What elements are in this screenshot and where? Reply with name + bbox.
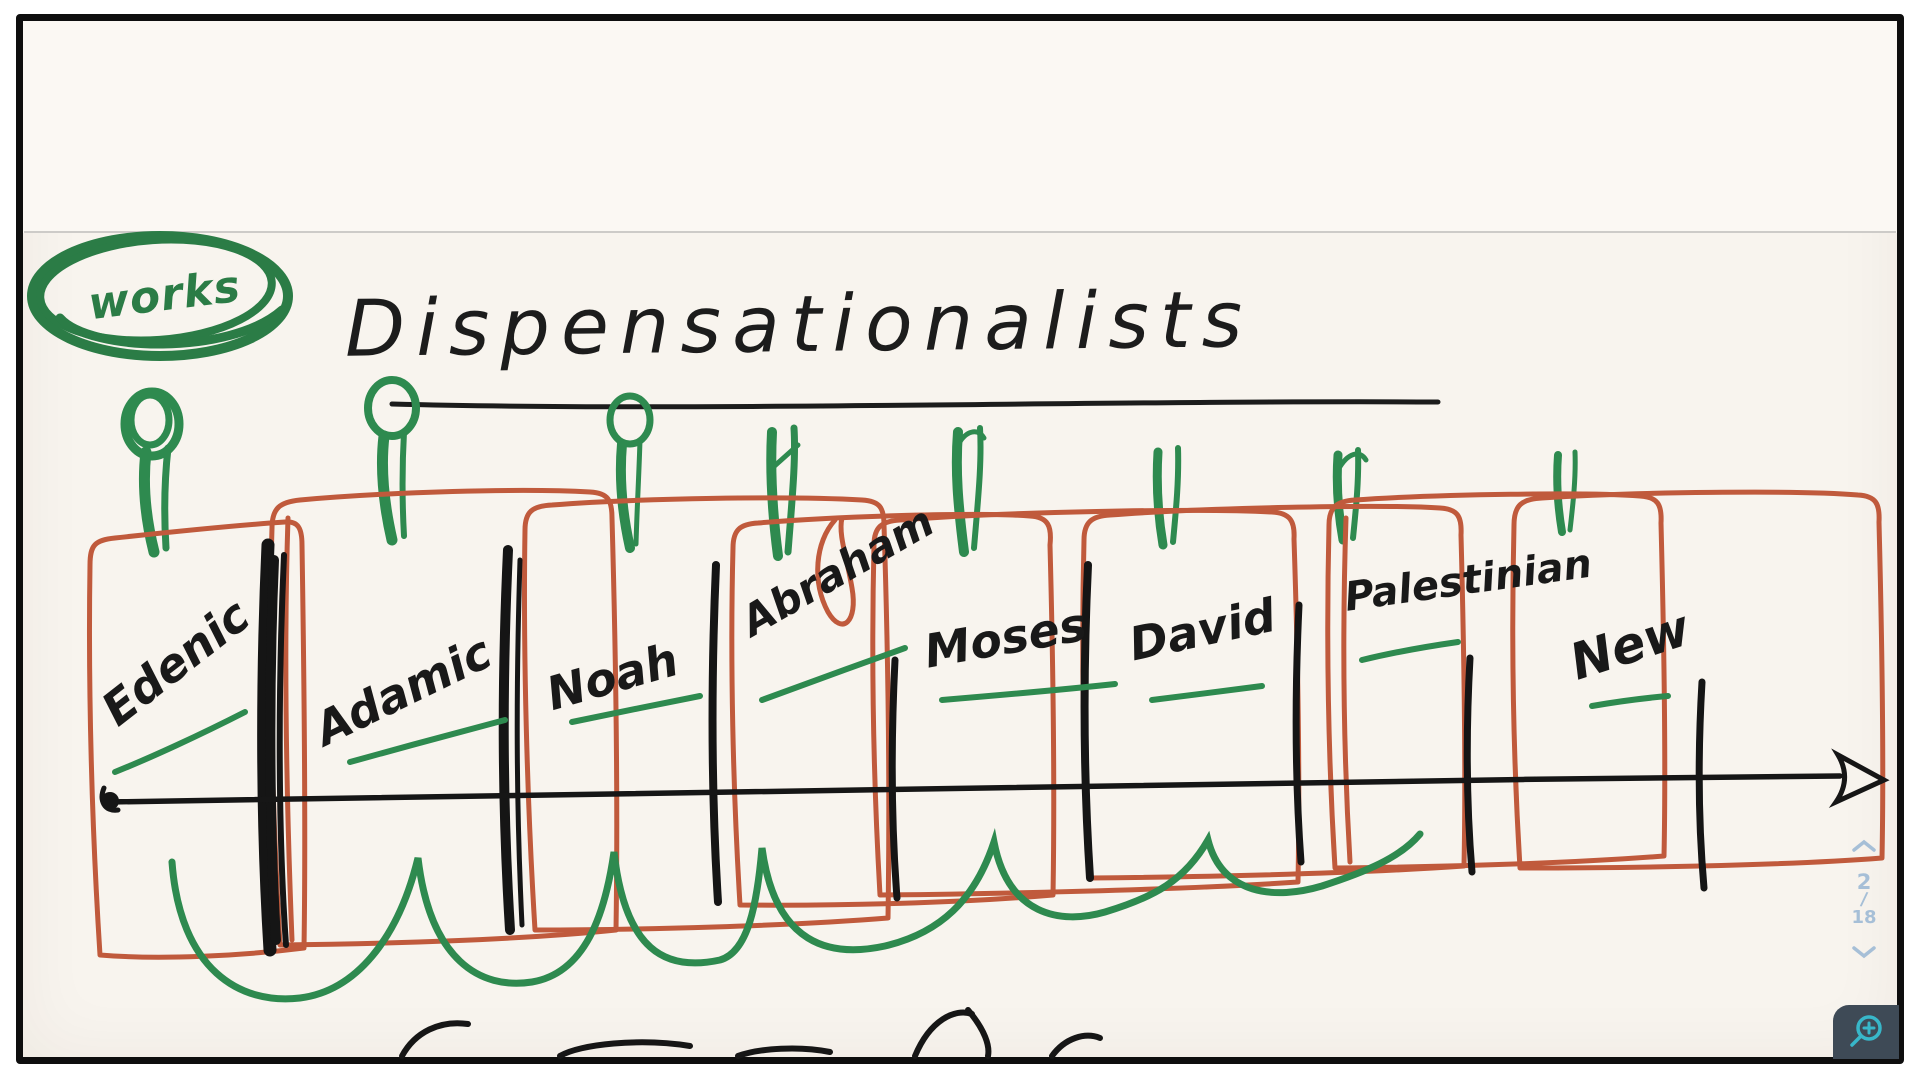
- arrowhead-icon: [1828, 748, 1890, 809]
- pin-icon: [120, 387, 184, 558]
- magnifier-plus-icon: [1850, 1015, 1882, 1047]
- title-underline: [389, 399, 1441, 410]
- dispensation-card: [870, 507, 1302, 898]
- pin-icon: [766, 424, 801, 561]
- scallop-arcs: [168, 828, 1424, 1003]
- dispensation-card: [283, 515, 295, 943]
- page-header-band: [23, 21, 1897, 233]
- pin-icon: [951, 425, 987, 557]
- zoom-tool-button[interactable]: [1833, 1005, 1899, 1059]
- page-title: Dispensationalists: [344, 275, 1254, 375]
- dispensation-card: [1341, 515, 1353, 865]
- pin-icon: [606, 392, 654, 553]
- pins-row: [120, 376, 1578, 561]
- circle-scribble-icon: [27, 231, 293, 361]
- timeline-arrow: [99, 748, 1890, 813]
- dispensation-card: [521, 495, 892, 933]
- divider-strokes: [257, 538, 1708, 957]
- label-underlines: [112, 639, 1671, 775]
- page-navigator: 2 / 18: [1838, 838, 1890, 964]
- pin-icon: [1332, 447, 1369, 545]
- page-up-button[interactable]: [1838, 838, 1890, 858]
- page-total: 18: [1851, 907, 1877, 928]
- dispensation-card: [1325, 491, 1668, 871]
- dispensation-card: [815, 515, 856, 627]
- pin-icon: [364, 376, 420, 546]
- dispensation-card: [1080, 503, 1468, 881]
- chevron-up-icon: [1852, 839, 1876, 852]
- dispensation-card: [86, 519, 308, 960]
- dispensation-card: [1510, 489, 1886, 871]
- chevron-down-icon: [1852, 946, 1876, 959]
- page-current: 2: [1856, 870, 1872, 894]
- cutoff-writing: [399, 1007, 1103, 1059]
- pin-icon: [1152, 445, 1182, 550]
- page-down-button[interactable]: [1838, 944, 1890, 964]
